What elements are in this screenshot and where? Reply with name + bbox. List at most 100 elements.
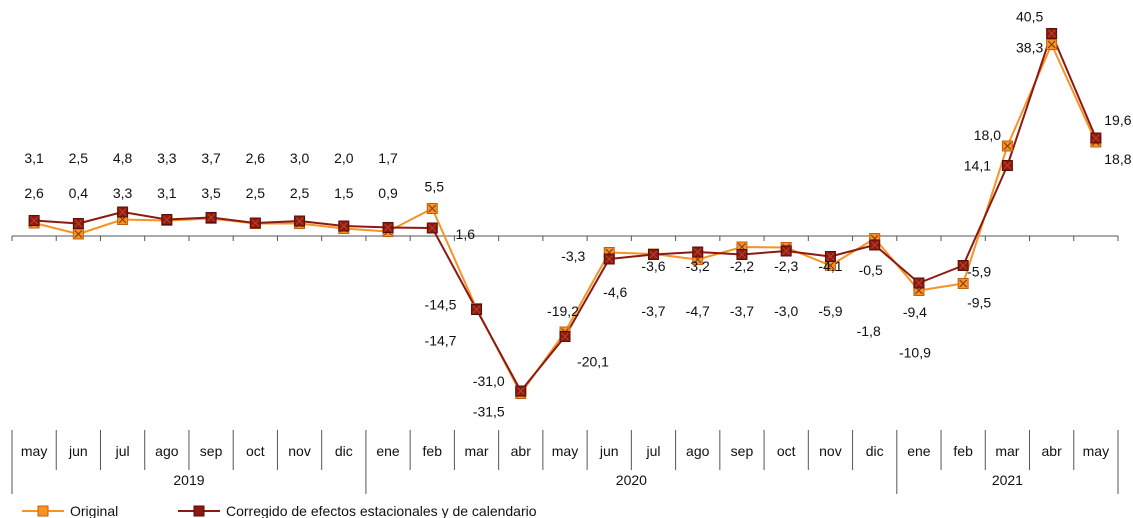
data-label: -4,7: [686, 303, 710, 319]
data-label: 3,3: [157, 150, 177, 166]
category-label: abr: [1042, 443, 1063, 459]
data-label: 18,0: [974, 127, 1001, 143]
category-label: mar: [464, 443, 488, 459]
data-label: -1,8: [857, 323, 881, 339]
legend-label: Original: [70, 503, 118, 518]
category-label: may: [21, 443, 47, 459]
point-marker-cross: [516, 387, 525, 395]
data-label: -2,2: [730, 258, 754, 274]
category-label: abr: [511, 443, 532, 459]
category-label: sep: [731, 443, 754, 459]
category-label: jun: [599, 443, 619, 459]
point-marker-cross: [339, 222, 348, 230]
axis-layer: [11, 235, 1119, 241]
year-label: 2020: [616, 472, 647, 488]
category-label: jul: [115, 443, 130, 459]
point-marker-cross: [738, 250, 746, 259]
data-label: -0,5: [859, 262, 883, 278]
series-0-point: [72, 228, 84, 240]
legend-marker: [37, 505, 49, 517]
series-0-point: [426, 203, 438, 214]
series-1-point: [382, 222, 394, 233]
series-1-point: [72, 218, 84, 229]
category-label: dic: [866, 443, 884, 459]
year-label: 2019: [173, 472, 204, 488]
point-marker-cross: [428, 204, 437, 213]
category-label: ago: [686, 443, 710, 459]
category-label: ago: [155, 443, 179, 459]
category-label: jun: [68, 443, 88, 459]
series-1-point: [28, 215, 40, 226]
data-label: -10,9: [899, 345, 931, 361]
point-marker-cross: [693, 248, 702, 256]
data-label: -4,6: [603, 284, 627, 300]
point-marker-cross: [782, 247, 791, 255]
point-marker-cross: [207, 213, 215, 222]
point-marker-cross: [74, 219, 83, 228]
category-label: oct: [777, 443, 796, 459]
series-1-point: [647, 249, 659, 260]
point-marker-cross: [30, 216, 38, 225]
data-label: 2,6: [24, 185, 44, 201]
series-1-point: [338, 220, 350, 232]
point-marker-cross: [649, 250, 658, 259]
data-label: 3,1: [157, 185, 177, 201]
series-1-point: [117, 206, 129, 218]
series-1-point: [205, 212, 217, 223]
series-1-point: [957, 260, 969, 271]
category-label: oct: [246, 443, 265, 459]
point-marker-cross: [561, 332, 569, 341]
category-label: mar: [995, 443, 1019, 459]
category-label: nov: [819, 443, 842, 459]
point-marker-cross: [384, 223, 392, 232]
series-1-point: [559, 331, 571, 342]
data-label: 38,3: [1016, 40, 1043, 56]
category-label: sep: [200, 443, 223, 459]
data-label: 18,8: [1104, 151, 1131, 167]
data-label: 1,5: [334, 185, 354, 201]
data-label: -3,6: [641, 258, 665, 274]
series-layer: [28, 28, 1102, 399]
data-label: 3,0: [290, 150, 310, 166]
point-marker-cross: [251, 219, 260, 227]
series-1-point: [692, 246, 704, 258]
series-1-point: [913, 277, 925, 289]
category-label: may: [1083, 443, 1109, 459]
category-label: dic: [335, 443, 353, 459]
data-label: -5,9: [967, 264, 991, 280]
data-label: 1,7: [378, 150, 398, 166]
data-label: -31,0: [473, 373, 505, 389]
series-1-point: [603, 253, 615, 265]
point-marker-cross: [959, 261, 968, 270]
data-label: -5,9: [818, 303, 842, 319]
legend: Original Corregido de efectos estacionale…: [22, 503, 537, 518]
point-marker-cross: [1092, 134, 1100, 142]
data-label: -3,7: [641, 303, 665, 319]
data-label-layer: 3,1 2,6 2,5 0,4 4,8 3,3 3,3 3,1 3,7 3,5 2,6 2,5 3,0 2…: [24, 9, 1131, 420]
point-marker-cross: [1003, 142, 1012, 150]
data-label: 3,1: [24, 150, 44, 166]
data-label: 3,7: [201, 150, 221, 166]
point-marker-cross: [162, 215, 171, 224]
data-label: -14,7: [425, 333, 457, 349]
legend-marker: [193, 505, 205, 517]
data-label: 2,5: [69, 150, 89, 166]
series-1-point: [426, 222, 438, 234]
series-1-point: [515, 385, 527, 397]
series-1-point: [294, 215, 306, 227]
data-label: 40,5: [1016, 9, 1043, 25]
series-1-point: [249, 217, 261, 229]
series-1-point: [736, 249, 748, 260]
point-marker-cross: [915, 279, 923, 287]
data-label: 3,5: [201, 185, 221, 201]
series-0-point: [1046, 39, 1058, 50]
data-label: 1,6: [456, 226, 476, 242]
category-label: may: [552, 443, 578, 459]
point-marker-cross: [605, 255, 614, 263]
series-1-point: [824, 251, 836, 262]
series-0-point: [1001, 140, 1013, 152]
series-1-point: [1046, 28, 1058, 39]
data-label: -31,5: [473, 404, 505, 420]
point-marker-cross: [1003, 161, 1012, 170]
